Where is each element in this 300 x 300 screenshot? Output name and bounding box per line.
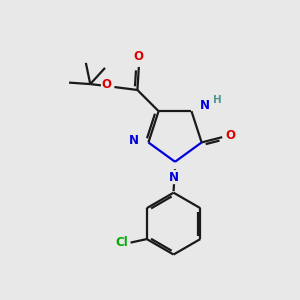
- Text: O: O: [226, 129, 236, 142]
- Text: O: O: [101, 78, 112, 91]
- Text: H: H: [213, 95, 221, 105]
- Text: N: N: [169, 171, 178, 184]
- Text: N: N: [200, 99, 210, 112]
- Text: N: N: [129, 134, 139, 148]
- Text: Cl: Cl: [115, 236, 128, 249]
- Text: O: O: [134, 50, 144, 64]
